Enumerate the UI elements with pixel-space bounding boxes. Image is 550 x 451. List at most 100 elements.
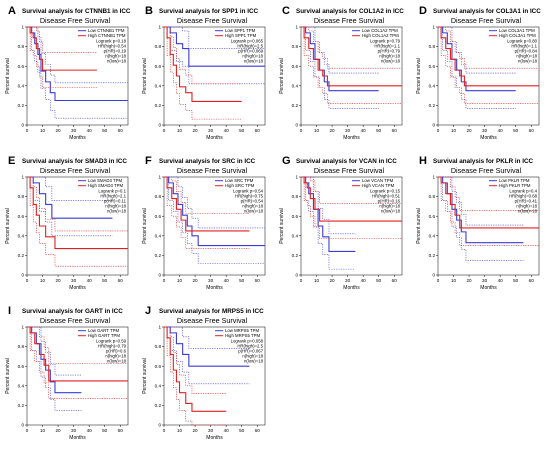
y-tick-label: 0 xyxy=(158,273,161,278)
panel-b: B Survival analysis for SPP1 in ICCDiseas… xyxy=(142,5,266,141)
legend-high-label: High COL3A1 TPM xyxy=(499,33,536,38)
confidence-upper-low xyxy=(27,326,82,376)
x-tick-label: 0 xyxy=(300,278,303,283)
x-tick-label: 60 xyxy=(255,278,261,283)
y-axis-label: Percent survival xyxy=(416,208,422,244)
x-tick-label: 60 xyxy=(118,428,124,433)
x-tick-label: 20 xyxy=(467,278,473,283)
confidence-upper-high xyxy=(438,26,539,69)
y-tick-label: 0.8 xyxy=(18,44,25,49)
stat-line: p(HR)=0.6 xyxy=(106,349,127,354)
panel-j: J Survival analysis for MRPS5 in ICCDisea… xyxy=(142,305,266,441)
y-tick-label: 0.8 xyxy=(155,44,162,49)
y-tick-label: 0.4 xyxy=(292,233,299,238)
stat-line: p(HR)=0.067 xyxy=(238,349,263,354)
x-tick-label: 0 xyxy=(163,128,166,133)
x-tick-label: 50 xyxy=(239,128,245,133)
x-tick-label: 20 xyxy=(56,278,62,283)
legend-low-label: Low SRC TPM xyxy=(225,178,254,183)
survival-curve-high xyxy=(27,26,97,71)
x-tick-label: 60 xyxy=(255,128,261,133)
stat-line: n(low)=18 xyxy=(244,209,264,214)
stat-line: Logrank p=0.4 xyxy=(509,189,537,194)
confidence-upper-high xyxy=(27,176,128,232)
x-tick-label: 30 xyxy=(345,278,351,283)
legend-low-label: Low COL3A1 TPM xyxy=(499,28,535,33)
y-tick-label: 0.4 xyxy=(18,383,25,388)
confidence-lower-high xyxy=(27,326,128,399)
panel-subtitle: Disease Free Survival xyxy=(40,316,111,325)
panel-letter: G xyxy=(282,155,291,167)
x-tick-label: 10 xyxy=(177,128,183,133)
confidence-upper-high xyxy=(301,26,402,69)
panel-subtitle: Disease Free Survival xyxy=(314,166,385,175)
stat-line: n(low)=18 xyxy=(518,209,538,214)
legend-low-label: Low CTNNB1 TPM xyxy=(88,28,125,33)
x-tick-label: 40 xyxy=(87,278,93,283)
panel-subtitle: Disease Free Survival xyxy=(177,16,248,25)
x-tick-label: 40 xyxy=(498,278,504,283)
survival-curve-low xyxy=(27,176,113,219)
confidence-upper-high xyxy=(164,326,227,394)
y-tick-label: 0 xyxy=(158,123,161,128)
x-tick-label: 40 xyxy=(361,128,367,133)
confidence-lower-high xyxy=(27,26,97,89)
panel-title: Survival analysis for SPP1 in ICC xyxy=(159,8,258,15)
stat-line: n(high)=18 xyxy=(105,54,126,59)
plot-frame xyxy=(26,26,129,126)
y-tick-label: 0 xyxy=(21,273,24,278)
x-tick-label: 60 xyxy=(118,128,124,133)
panel-letter: B xyxy=(145,5,153,17)
confidence-upper-low xyxy=(164,326,250,349)
y-tick-label: 0.4 xyxy=(18,233,25,238)
x-tick-label: 20 xyxy=(467,128,473,133)
confidence-upper-low xyxy=(164,26,265,49)
stat-line: p(HR)=0.84 xyxy=(515,49,538,54)
y-tick-label: 1 xyxy=(158,175,161,180)
confidence-lower-high xyxy=(164,26,242,120)
plot-frame xyxy=(163,176,266,276)
x-tick-label: 10 xyxy=(451,128,457,133)
survival-curve-low xyxy=(164,176,265,247)
x-tick-label: 50 xyxy=(376,128,382,133)
x-tick-label: 40 xyxy=(87,128,93,133)
y-tick-label: 0 xyxy=(21,423,24,428)
x-tick-label: 20 xyxy=(193,278,199,283)
confidence-lower-low xyxy=(301,26,379,109)
stat-line: HR(high)=0.68 xyxy=(509,194,538,199)
x-tick-label: 20 xyxy=(56,428,62,433)
legend-high-label: High VCAN TPM xyxy=(362,183,395,188)
x-tick-label: 20 xyxy=(330,128,336,133)
y-tick-label: 0.6 xyxy=(429,214,436,219)
legend-high-label: High SMAD3 TPM xyxy=(88,183,123,188)
y-tick-label: 0.4 xyxy=(292,83,299,88)
y-axis-label: Percent survival xyxy=(142,58,148,94)
stat-line: Logrank p=0.065 xyxy=(231,39,264,44)
stat-line: Logrank p=0.1 xyxy=(98,189,126,194)
x-tick-label: 10 xyxy=(177,428,183,433)
panel-letter: D xyxy=(419,5,427,17)
stat-line: HR(high)=1.1 xyxy=(374,44,400,49)
stat-line: HR(high)=0.75 xyxy=(235,194,264,199)
x-tick-label: 30 xyxy=(482,128,488,133)
x-axis-label: Months xyxy=(343,285,360,291)
stat-line: n(high)=18 xyxy=(379,54,400,59)
y-tick-label: 0.8 xyxy=(292,194,299,199)
plot-frame xyxy=(163,326,266,426)
stat-line: n(high)=18 xyxy=(379,204,400,209)
confidence-upper-low xyxy=(27,176,113,201)
survival-curve-high xyxy=(164,26,242,103)
x-tick-label: 50 xyxy=(513,278,519,283)
y-tick-label: 0.2 xyxy=(18,103,25,108)
y-tick-label: 0.2 xyxy=(18,403,25,408)
x-axis-label: Months xyxy=(206,135,223,141)
panel-subtitle: Disease Free Survival xyxy=(451,166,522,175)
legend-high-label: High SRC TPM xyxy=(225,183,255,188)
x-axis-label: Months xyxy=(206,285,223,291)
x-tick-label: 0 xyxy=(26,278,29,283)
legend-high-label: High CTNNB1 TPM xyxy=(88,33,126,38)
y-axis-label: Percent survival xyxy=(142,208,148,244)
x-tick-label: 0 xyxy=(437,278,440,283)
stat-line: n(high)=18 xyxy=(242,54,263,59)
